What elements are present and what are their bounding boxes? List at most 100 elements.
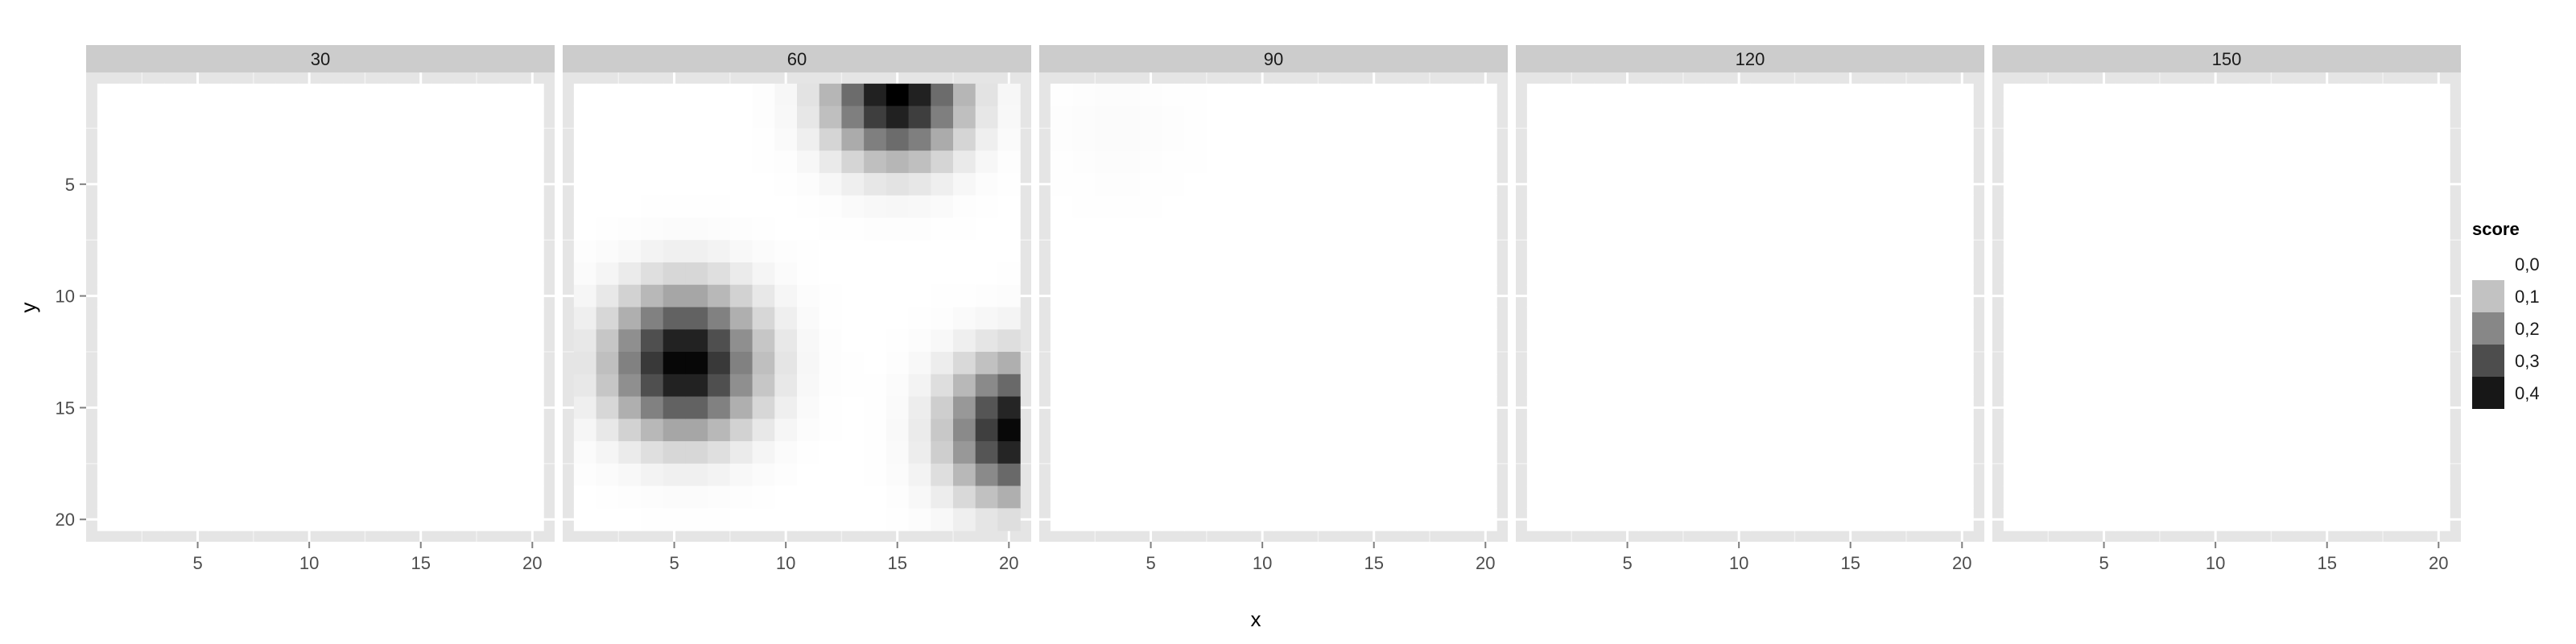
heatmap-tile bbox=[2338, 284, 2361, 308]
heatmap-tile bbox=[231, 83, 254, 107]
heatmap-tile bbox=[431, 151, 455, 174]
heatmap-tile bbox=[685, 240, 708, 263]
heatmap-tile bbox=[953, 396, 976, 419]
heatmap-tile bbox=[1206, 396, 1230, 419]
heatmap-tile bbox=[1340, 262, 1364, 286]
heatmap-tile bbox=[1117, 128, 1141, 151]
heatmap-tile bbox=[1162, 508, 1185, 531]
heatmap-tile bbox=[729, 195, 753, 219]
heatmap-tile bbox=[2092, 105, 2116, 130]
heatmap-tile bbox=[953, 329, 976, 353]
heatmap-tile bbox=[997, 396, 1021, 419]
heatmap-tile bbox=[1318, 307, 1341, 330]
heatmap-tile bbox=[2360, 329, 2384, 353]
heatmap-tile bbox=[752, 151, 775, 174]
heatmap-tile bbox=[119, 463, 142, 487]
heatmap-tile bbox=[186, 128, 210, 151]
heatmap-tile bbox=[1117, 441, 1141, 464]
heatmap-tile bbox=[164, 508, 188, 531]
heatmap-tile bbox=[1839, 83, 1863, 107]
heatmap-tile bbox=[1295, 307, 1319, 330]
heatmap-tile bbox=[2360, 508, 2384, 531]
heatmap-tile bbox=[908, 463, 931, 487]
heatmap-tile bbox=[1728, 83, 1751, 107]
heatmap-tile bbox=[1682, 307, 1707, 330]
heatmap-tile bbox=[1884, 128, 1907, 151]
heatmap-tile bbox=[2383, 485, 2406, 509]
heatmap-tile bbox=[997, 441, 1021, 464]
heatmap-tile bbox=[953, 83, 976, 107]
heatmap-tile bbox=[498, 240, 522, 263]
heatmap-tile bbox=[387, 83, 411, 107]
heatmap-tile bbox=[1340, 374, 1364, 398]
heatmap-tile bbox=[2025, 352, 2049, 375]
heatmap-tile bbox=[2227, 105, 2250, 130]
heatmap-tile bbox=[1772, 352, 1796, 375]
heatmap-tile bbox=[521, 508, 544, 531]
heatmap-tile bbox=[774, 151, 798, 174]
heatmap-tile bbox=[1750, 172, 1773, 196]
heatmap-tile bbox=[1638, 151, 1662, 174]
heatmap-tile bbox=[253, 195, 277, 219]
heatmap-tile bbox=[1072, 151, 1096, 174]
heatmap-tile bbox=[164, 128, 188, 151]
heatmap-tile bbox=[2182, 441, 2205, 464]
heatmap-tile bbox=[2427, 329, 2450, 353]
heatmap-tile bbox=[1906, 83, 1930, 107]
heatmap-tile bbox=[2092, 396, 2116, 419]
heatmap-tile bbox=[1407, 262, 1430, 286]
heatmap-tile bbox=[186, 217, 210, 241]
heatmap-tile bbox=[2383, 128, 2406, 151]
heatmap-tile bbox=[1772, 128, 1796, 151]
heatmap-tile bbox=[864, 441, 887, 464]
heatmap-tile bbox=[521, 463, 544, 487]
heatmap-tile bbox=[498, 329, 522, 353]
heatmap-tile bbox=[886, 284, 910, 308]
heatmap-tile bbox=[521, 284, 544, 308]
heatmap-tile bbox=[2427, 172, 2450, 196]
heatmap-tile bbox=[97, 485, 121, 509]
heatmap-tile bbox=[454, 83, 477, 107]
heatmap-tile bbox=[2293, 262, 2317, 286]
heatmap-tile bbox=[819, 128, 843, 151]
heatmap-tile bbox=[573, 396, 597, 419]
heatmap-tile bbox=[1728, 352, 1751, 375]
heatmap-tile bbox=[1318, 485, 1341, 509]
heatmap-tile bbox=[2025, 307, 2049, 330]
heatmap-tile bbox=[498, 374, 522, 398]
heatmap-tile bbox=[2315, 151, 2339, 174]
heatmap-tile bbox=[596, 463, 619, 487]
heatmap-tile bbox=[1951, 128, 1974, 151]
heatmap-tile bbox=[498, 128, 522, 151]
heatmap-tile bbox=[2427, 508, 2450, 531]
heatmap-tile bbox=[729, 374, 753, 398]
heatmap-tile bbox=[1728, 329, 1751, 353]
heatmap-tile bbox=[477, 83, 500, 107]
heatmap-tile bbox=[409, 172, 433, 196]
legend-label: 0,3 bbox=[2515, 351, 2540, 371]
heatmap-tile bbox=[1661, 374, 1684, 398]
heatmap-tile bbox=[752, 105, 775, 130]
heatmap-tile bbox=[320, 441, 344, 464]
heatmap-tile bbox=[1206, 463, 1230, 487]
heatmap-tile bbox=[298, 195, 321, 219]
heatmap-tile bbox=[275, 508, 299, 531]
heatmap-tile bbox=[1072, 262, 1096, 286]
heatmap-tile bbox=[1295, 195, 1319, 219]
heatmap-tile bbox=[1095, 396, 1118, 419]
heatmap-tile bbox=[1705, 128, 1728, 151]
heatmap-tile bbox=[2338, 396, 2361, 419]
heatmap-tile bbox=[685, 307, 708, 330]
heatmap-tile bbox=[819, 151, 843, 174]
heatmap-tile bbox=[1385, 172, 1408, 196]
heatmap-tile bbox=[365, 419, 388, 442]
heatmap-tile bbox=[2427, 262, 2450, 286]
heatmap-tile bbox=[164, 83, 188, 107]
heatmap-tile bbox=[1817, 284, 1840, 308]
heatmap-tile bbox=[253, 329, 277, 353]
heatmap-tile bbox=[1884, 485, 1907, 509]
heatmap-tile bbox=[1251, 262, 1274, 286]
heatmap-tile bbox=[2427, 217, 2450, 241]
heatmap-tile bbox=[1362, 151, 1386, 174]
heatmap-tile bbox=[752, 240, 775, 263]
